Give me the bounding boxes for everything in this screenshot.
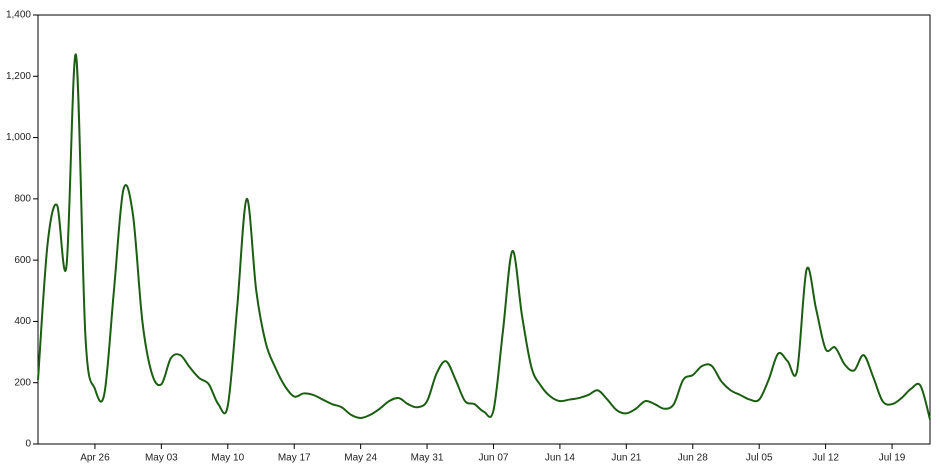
x-tick-label: May 31 bbox=[411, 453, 444, 464]
x-tick-label: May 10 bbox=[211, 453, 244, 464]
y-tick-label: 0 bbox=[25, 439, 31, 450]
x-tick-label: Apr 26 bbox=[80, 453, 110, 464]
y-tick-label: 1,000 bbox=[6, 132, 31, 143]
x-tick-label: Jun 14 bbox=[545, 453, 575, 464]
y-tick-label: 200 bbox=[14, 377, 31, 388]
x-tick-label: Jul 19 bbox=[879, 453, 906, 464]
line-series bbox=[37, 53, 931, 420]
y-tick-label: 600 bbox=[14, 255, 31, 266]
x-tick-label: Jul 12 bbox=[812, 453, 839, 464]
plot-frame bbox=[37, 14, 931, 445]
x-tick-label: May 17 bbox=[278, 453, 311, 464]
y-tick-label: 800 bbox=[14, 193, 31, 204]
x-tick-label: Jun 28 bbox=[678, 453, 708, 464]
x-tick-label: Jun 07 bbox=[478, 453, 508, 464]
x-tick-label: May 24 bbox=[344, 453, 377, 464]
x-tick-label: Jun 21 bbox=[611, 453, 641, 464]
y-tick-label: 1,400 bbox=[6, 10, 31, 21]
x-tick-label: May 03 bbox=[145, 453, 178, 464]
y-tick-label: 1,200 bbox=[6, 71, 31, 82]
x-tick-label: Jul 05 bbox=[746, 453, 773, 464]
y-tick-label: 400 bbox=[14, 316, 31, 327]
